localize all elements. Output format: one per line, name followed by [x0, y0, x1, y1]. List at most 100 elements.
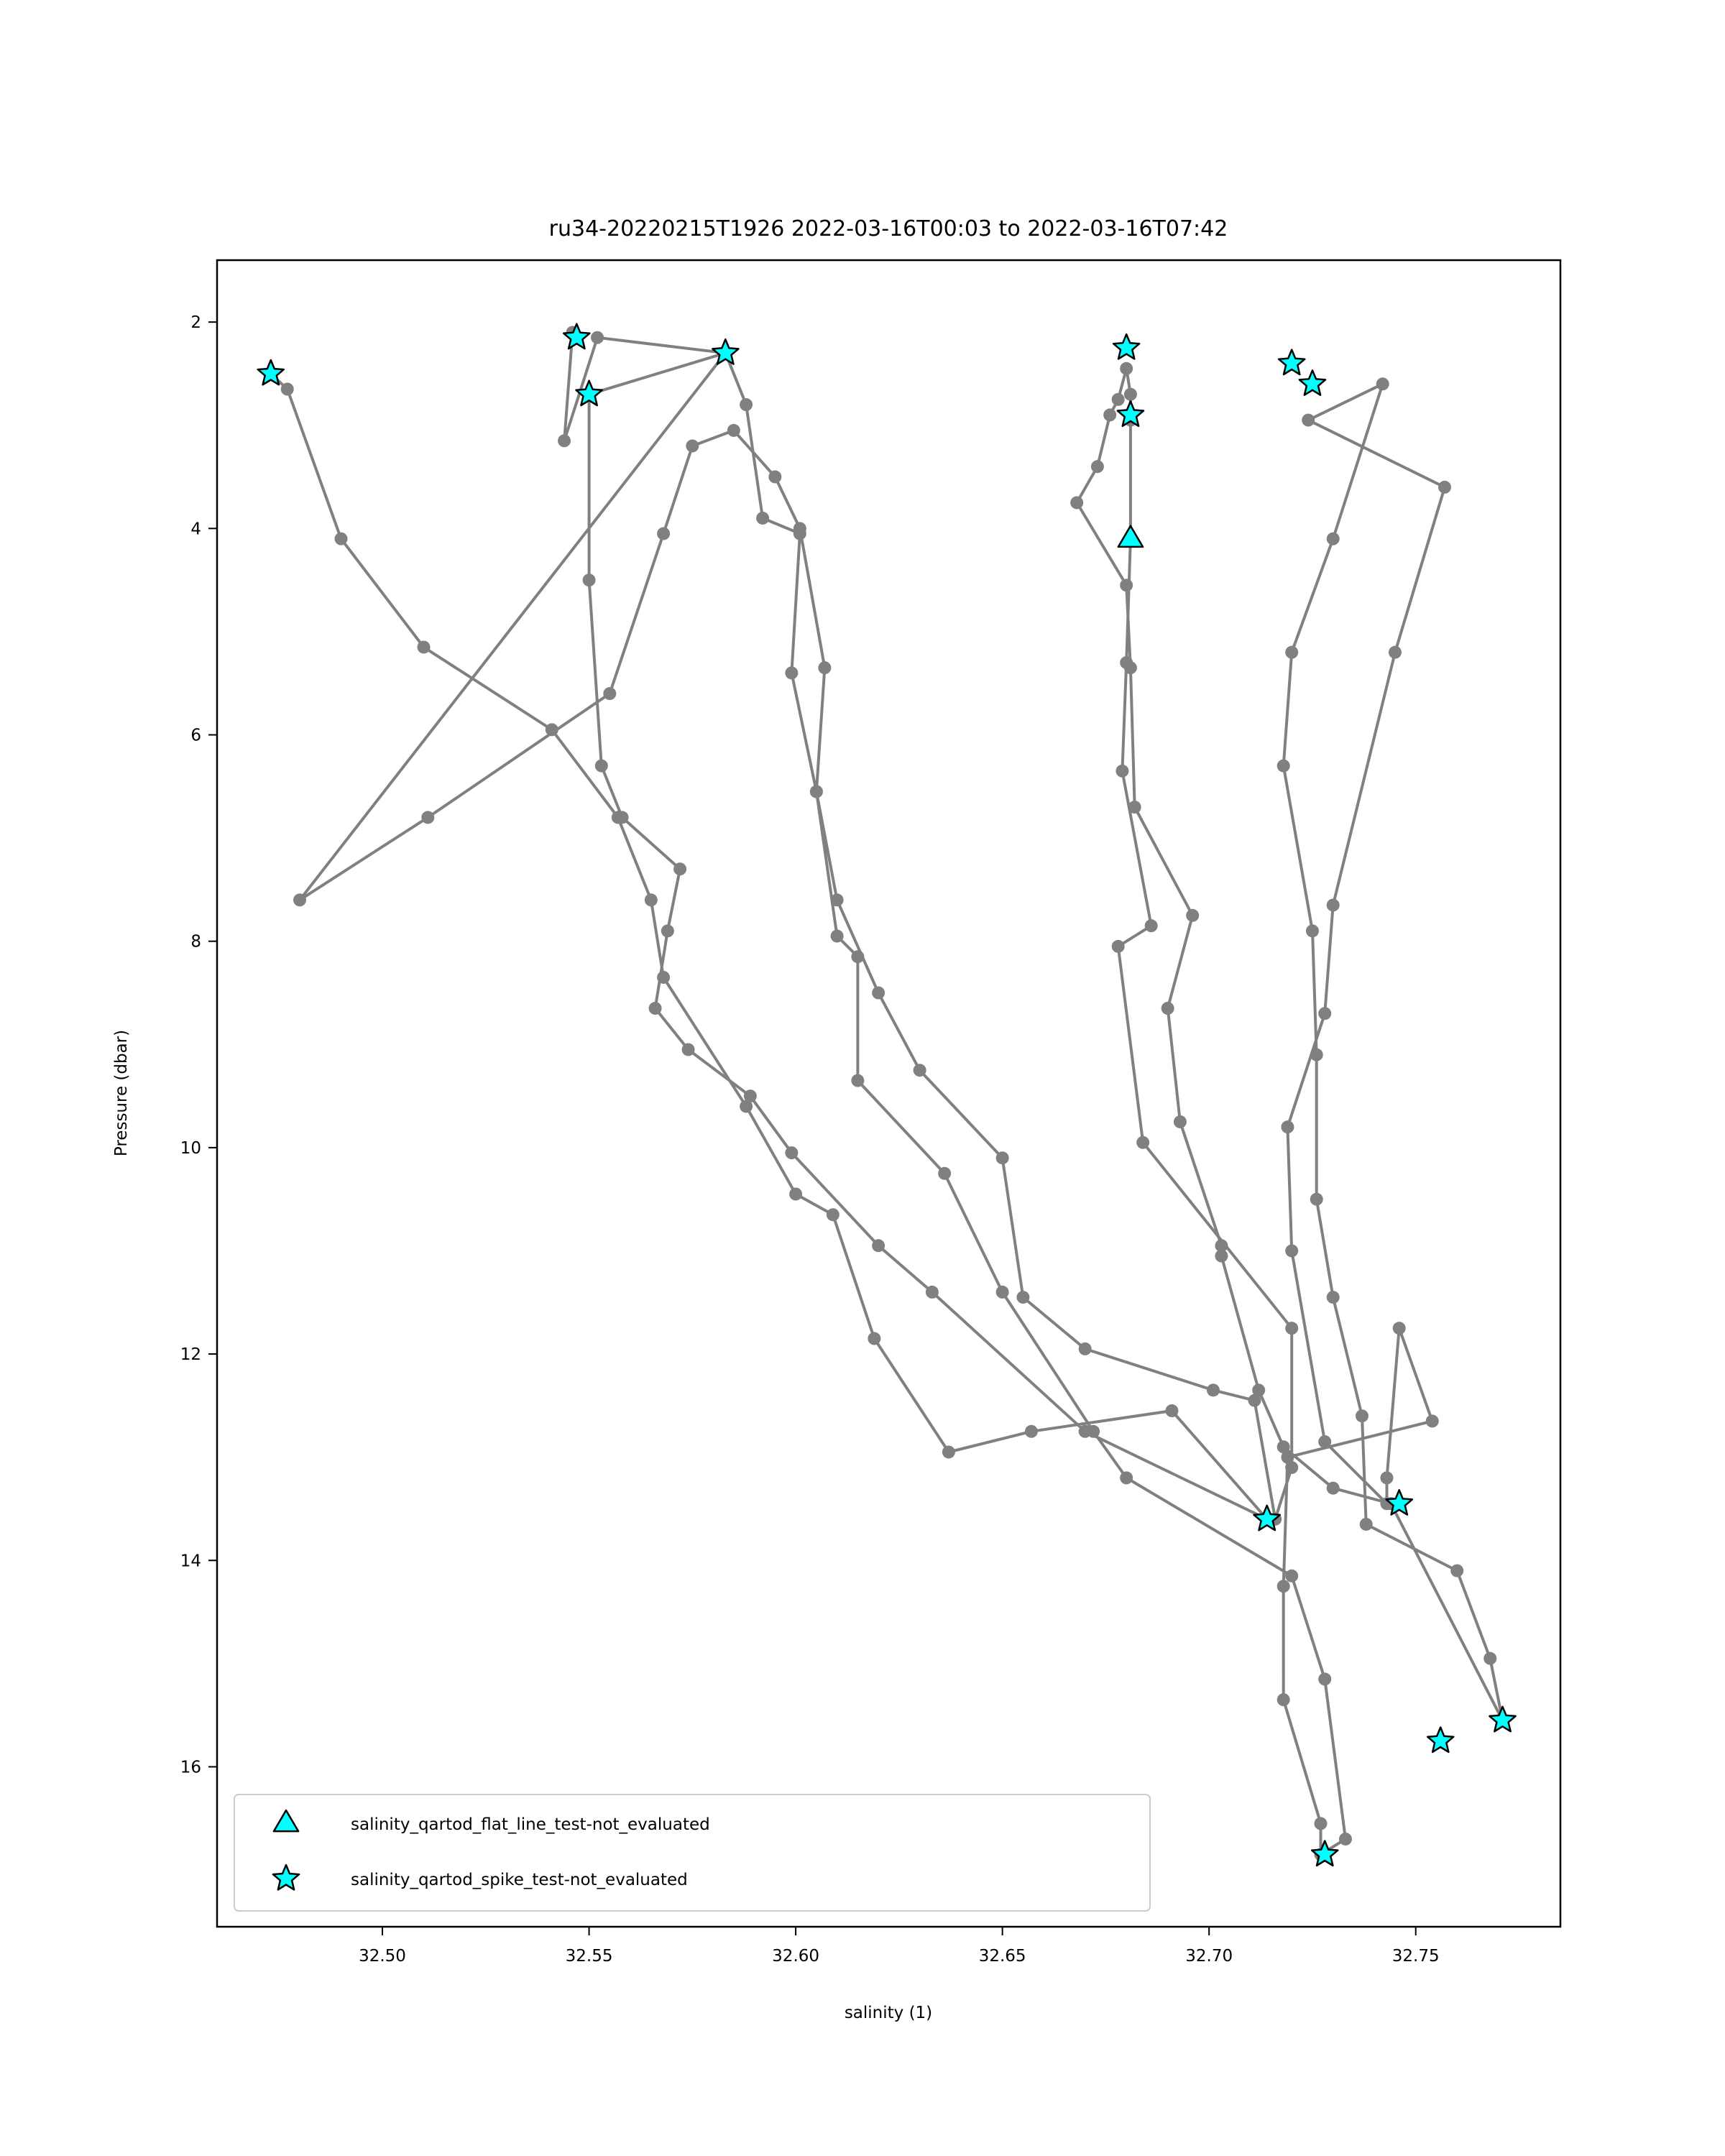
profile-point — [558, 434, 571, 448]
profile-point — [545, 723, 558, 737]
profile-point — [1285, 1461, 1299, 1475]
profile-point — [830, 929, 844, 943]
profile-point — [1318, 1007, 1332, 1021]
profile-point — [1120, 579, 1133, 592]
profile-point — [1310, 1192, 1323, 1206]
profile-point — [673, 862, 687, 876]
y-tick-label: 12 — [180, 1345, 201, 1364]
legend: salinity_qartod_flat_line_test-not_evalu… — [234, 1794, 1151, 1912]
profile-point — [1310, 1048, 1323, 1061]
legend-star-icon — [272, 1864, 300, 1891]
profile-point — [1305, 924, 1319, 938]
profile-point — [681, 1043, 695, 1056]
profile-point — [1215, 1239, 1228, 1253]
plot-area — [257, 323, 1517, 1867]
profile-point — [1206, 1383, 1220, 1397]
profile-point — [1281, 1120, 1294, 1134]
profile-point — [1116, 764, 1129, 778]
profile-point — [826, 1208, 840, 1222]
x-tick-label: 32.60 — [772, 1947, 819, 1966]
profile-point — [1450, 1564, 1464, 1577]
profile-point — [1302, 413, 1315, 427]
profile-point — [1326, 1481, 1340, 1495]
profile-point — [1285, 1569, 1299, 1583]
legend-label: salinity_qartod_spike_test-not_evaluated — [351, 1871, 688, 1889]
profile-point — [740, 1100, 753, 1113]
profile-point — [615, 811, 629, 824]
profile-point — [661, 924, 674, 938]
profile-point — [1161, 1002, 1174, 1015]
profile-point — [1252, 1383, 1266, 1397]
profile-point — [1285, 1244, 1299, 1258]
profile-point — [938, 1166, 952, 1180]
profile-point — [768, 470, 782, 484]
profile-point — [644, 893, 658, 907]
profile-point — [1144, 919, 1158, 933]
y-tick-label: 6 — [190, 727, 201, 745]
profile-point — [756, 511, 770, 525]
profile-point — [793, 522, 806, 535]
legend-triangle-icon — [272, 1809, 300, 1833]
profile-point — [1326, 898, 1340, 912]
legend-label: salinity_qartod_flat_line_test-not_evalu… — [351, 1815, 710, 1834]
profile-point — [1281, 1450, 1294, 1464]
profile-point — [648, 1002, 662, 1015]
profile-point — [1314, 1817, 1328, 1830]
profile-point — [809, 785, 823, 798]
profile-point — [334, 532, 348, 545]
profile-point — [1338, 1832, 1352, 1846]
profile-point — [1248, 1393, 1261, 1407]
y-tick-label: 4 — [190, 520, 201, 538]
profile-point — [1285, 645, 1299, 659]
profile-point — [1484, 1651, 1497, 1665]
y-tick-label: 2 — [190, 313, 201, 332]
profile-point — [1024, 1424, 1038, 1438]
profile-point — [743, 1089, 757, 1103]
profile-point — [1318, 1435, 1332, 1449]
x-tick-label: 32.75 — [1392, 1947, 1440, 1966]
x-axis-label: salinity (1) — [845, 2004, 932, 2022]
x-axis: 32.50 32.55 32.60 32.65 32.70 32.75 — [359, 1927, 1440, 1966]
spike-test-marker — [1298, 369, 1327, 396]
profile-point — [789, 1187, 803, 1201]
profile-point — [1276, 759, 1290, 773]
profile-point — [657, 527, 671, 540]
profile-point — [913, 1064, 926, 1077]
profile-point — [591, 331, 604, 344]
profile-point — [1120, 656, 1133, 670]
profile-point — [995, 1151, 1009, 1165]
flat-line-test-marker — [1117, 525, 1144, 548]
spike-test-marker — [1310, 1840, 1339, 1867]
spike-test-marker — [1277, 349, 1306, 376]
profile-point — [1285, 1322, 1299, 1335]
profile-point — [1111, 939, 1125, 953]
y-axis: 2 4 6 8 10 12 14 16 — [180, 313, 217, 1777]
spike-test-marker — [562, 323, 591, 350]
x-tick-label: 32.65 — [979, 1947, 1026, 1966]
profile-point — [1326, 1291, 1340, 1304]
profile-point — [1438, 480, 1451, 494]
profile-point — [727, 423, 740, 437]
profile-point — [1376, 377, 1389, 391]
profile-point — [1070, 496, 1084, 510]
profile-point — [1120, 1471, 1133, 1485]
profile-point — [1128, 801, 1141, 814]
profile-point — [1090, 460, 1104, 474]
profile-point — [1165, 1404, 1179, 1418]
profile-point — [851, 950, 865, 964]
spike-test-marker — [575, 379, 603, 407]
profile-point — [657, 970, 671, 984]
profile-point — [868, 1332, 881, 1345]
profile-point — [1078, 1342, 1092, 1355]
spike-test-marker — [257, 359, 285, 386]
profile-point — [1326, 532, 1340, 545]
profile-point — [995, 1285, 1009, 1299]
profile-point — [1355, 1409, 1368, 1423]
profile-point — [942, 1445, 955, 1459]
profile-point — [1276, 1693, 1290, 1707]
profile-line — [270, 332, 1504, 1856]
x-tick-label: 32.55 — [566, 1947, 613, 1966]
profile-point — [594, 759, 608, 773]
x-tick-label: 32.50 — [359, 1947, 406, 1966]
profile-point — [1276, 1440, 1290, 1454]
